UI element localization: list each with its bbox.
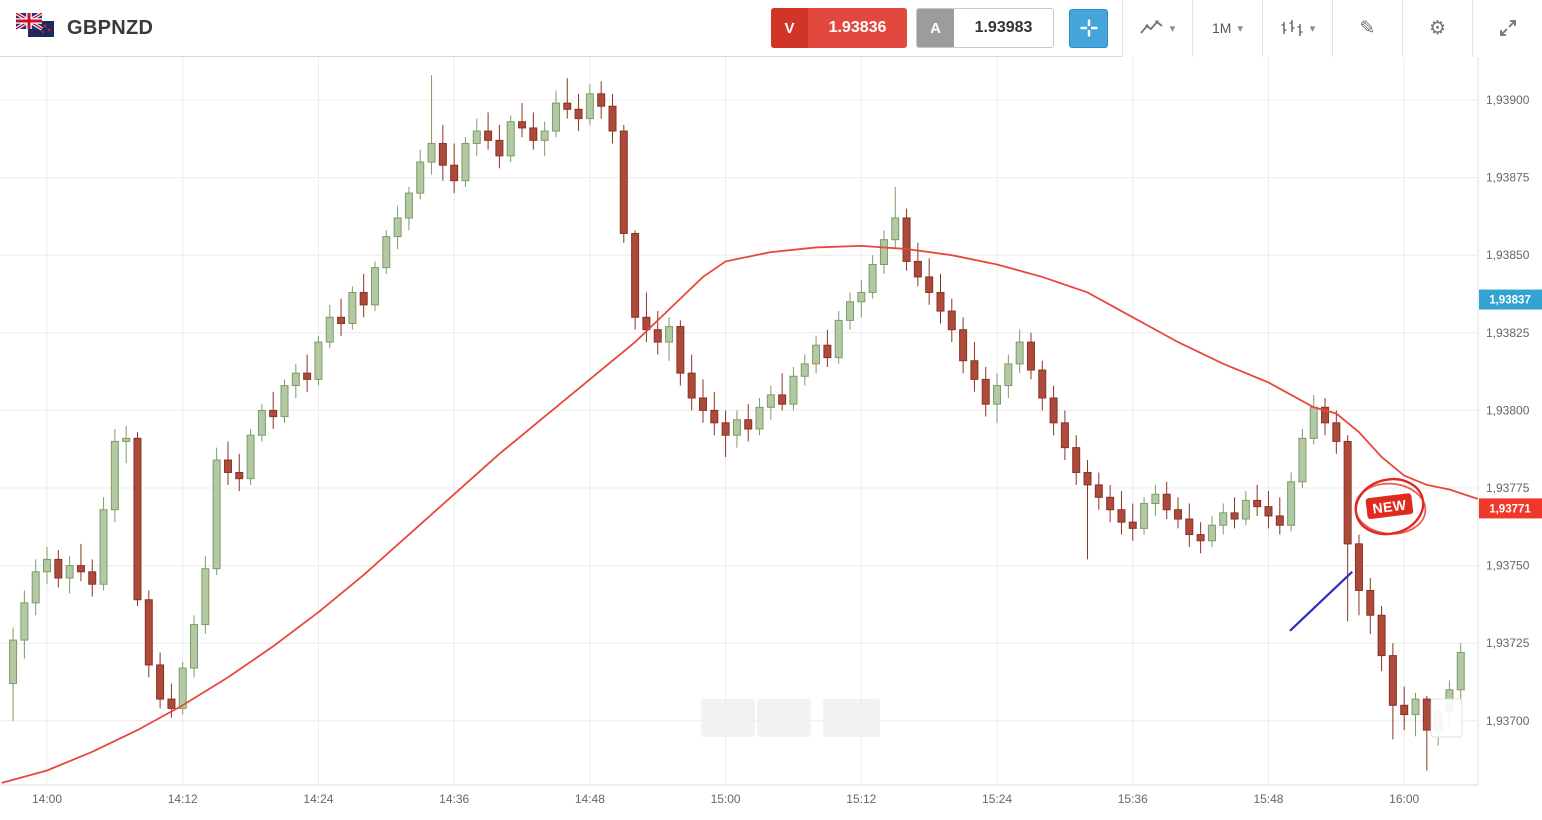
crosshair-icon <box>1080 19 1097 37</box>
instrument-header: GBPNZD <box>0 10 154 44</box>
svg-text:1,93750: 1,93750 <box>1486 559 1530 573</box>
svg-text:14:48: 14:48 <box>575 792 605 806</box>
svg-text:16:00: 16:00 <box>1389 792 1419 806</box>
svg-text:1,93771: 1,93771 <box>1489 503 1531 515</box>
y-axis-labels: 1,93900 1,93875 1,93850 1,93825 1,93800 1,937… <box>1486 93 1530 728</box>
symbol-title: GBPNZD <box>67 16 154 39</box>
timeframe-label: 1M <box>1212 20 1232 36</box>
gear-icon: ⚙ <box>1428 16 1447 39</box>
drawing-tools-button[interactable]: ✎ <box>1332 0 1402 57</box>
fullscreen-button[interactable] <box>1472 0 1542 57</box>
svg-text:15:00: 15:00 <box>711 792 741 806</box>
buy-tag: A <box>917 9 954 47</box>
trend-line-annotation[interactable] <box>1289 571 1353 632</box>
moving-average-line <box>1 244 1478 784</box>
svg-text:1,93700: 1,93700 <box>1486 714 1530 728</box>
svg-text:14:36: 14:36 <box>439 792 469 806</box>
pencil-icon: ✎ <box>1359 16 1376 39</box>
svg-text:15:36: 15:36 <box>1118 792 1148 806</box>
svg-text:1,93837: 1,93837 <box>1489 295 1531 307</box>
svg-text:15:12: 15:12 <box>846 792 876 806</box>
svg-text:1,93825: 1,93825 <box>1486 326 1530 340</box>
x-axis-labels: 14:00 14:12 14:24 14:36 14:48 15:00 15:12 15:24… <box>32 792 1420 806</box>
indicators-dropdown[interactable]: ▾ <box>1262 0 1332 57</box>
new-stamp: NEW <box>1354 477 1427 536</box>
svg-text:14:12: 14:12 <box>168 792 198 806</box>
candle-series <box>9 75 1465 771</box>
chevron-down-icon: ▾ <box>1169 21 1176 35</box>
svg-text:1,93875: 1,93875 <box>1486 171 1530 185</box>
sell-price: 1.93836 <box>828 19 887 36</box>
chevron-down-icon: ▾ <box>1237 21 1243 35</box>
chevron-down-icon: ▾ <box>1309 21 1316 35</box>
toolbar-actions: V 1.93836 A 1.93983 ▾ 1M ▾ <box>771 0 1542 57</box>
ohlc-bars-icon <box>1281 20 1303 36</box>
crosshair-button[interactable] <box>1069 8 1108 48</box>
svg-text:NEW: NEW <box>1372 497 1408 517</box>
buy-button[interactable]: A 1.93983 <box>916 8 1054 48</box>
ma-price-badge: 1,93771 <box>1479 498 1542 519</box>
buy-price: 1.93983 <box>974 19 1033 36</box>
sell-button[interactable]: V 1.93836 <box>771 8 907 48</box>
svg-text:1,93900: 1,93900 <box>1486 93 1530 107</box>
svg-text:14:24: 14:24 <box>303 792 333 806</box>
toolbar: GBPNZD V 1.93836 A 1.93983 ▾ 1M ▾ <box>0 0 1542 57</box>
chart-type-dropdown[interactable]: ▾ <box>1122 0 1192 57</box>
expand-icon <box>1499 20 1516 36</box>
svg-text:1,93800: 1,93800 <box>1486 403 1530 417</box>
sell-tag: V <box>771 8 808 48</box>
svg-text:15:24: 15:24 <box>982 792 1012 806</box>
svg-text:1,93725: 1,93725 <box>1486 636 1530 650</box>
timeframe-dropdown[interactable]: 1M ▾ <box>1192 0 1262 57</box>
svg-text:1,93775: 1,93775 <box>1486 481 1530 495</box>
svg-text:15:48: 15:48 <box>1253 792 1283 806</box>
svg-text:1,93850: 1,93850 <box>1486 248 1530 262</box>
gbpnzd-flag-icon <box>15 10 56 44</box>
line-chart-icon <box>1140 20 1163 34</box>
current-price-badge: 1,93837 <box>1479 289 1542 310</box>
svg-text:14:00: 14:00 <box>32 792 62 806</box>
settings-button[interactable]: ⚙ <box>1402 0 1472 57</box>
ghost-boxes <box>701 698 1463 738</box>
candlestick-chart[interactable]: NEW1,939001,938751,938501,938251,938001,… <box>0 57 1542 820</box>
